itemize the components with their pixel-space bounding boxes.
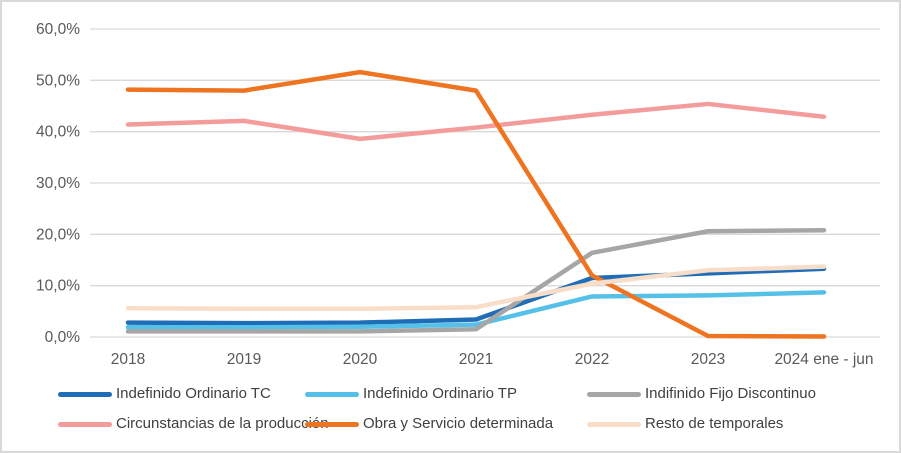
series-line-indifinido-fijo-discontinuo — [125, 227, 827, 334]
legend-item-resto-de-temporales: Resto de temporales — [587, 412, 783, 436]
legend-label: Resto de temporales — [645, 415, 784, 432]
series-line-resto-de-temporales — [125, 264, 827, 312]
x-axis-tick-label: 2021 — [459, 351, 493, 368]
x-axis-tick-label: 2024 ene - jun — [774, 351, 873, 368]
legend-row-2: Circunstancias de la producción Obra y S… — [2, 412, 899, 442]
series-line-obra-y-servicio-determinada — [125, 69, 827, 339]
legend-swatch-icon — [305, 421, 359, 427]
y-axis-tick-label: 60,0% — [36, 21, 80, 38]
legend-label: Indifinido Fijo Discontinuo — [645, 385, 816, 402]
legend-item-circunstancias-de-la-produccion: Circunstancias de la producción — [58, 412, 329, 436]
legend-item-indefinido-ordinario-tp: Indefinido Ordinario TP — [305, 382, 517, 406]
x-axis-tick-label: 2022 — [575, 351, 609, 368]
legend-item-indifinido-fijo-discontinuo: Indifinido Fijo Discontinuo — [587, 382, 816, 406]
legend-label: Circunstancias de la producción — [116, 415, 329, 432]
series-line-indefinido-ordinario-tc — [125, 266, 827, 326]
y-axis-tick-label: 20,0% — [36, 226, 80, 243]
y-axis-tick-label: 50,0% — [36, 72, 80, 89]
legend-swatch-icon — [58, 421, 112, 427]
legend-row-1: Indefinido Ordinario TC Indefinido Ordin… — [2, 382, 899, 412]
y-axis-tick-label: 40,0% — [36, 124, 80, 141]
legend-swatch-icon — [305, 391, 359, 397]
legend-swatch-icon — [587, 421, 641, 427]
y-axis-tick-label: 30,0% — [36, 175, 80, 192]
legend-swatch-icon — [587, 391, 641, 397]
x-axis-tick-label: 2023 — [691, 351, 725, 368]
x-axis-tick-label: 2019 — [227, 351, 261, 368]
x-axis-tick-label: 2020 — [343, 351, 378, 368]
legend-item-obra-y-servicio-determinada: Obra y Servicio determinada — [305, 412, 553, 436]
legend-label: Indefinido Ordinario TP — [363, 385, 517, 402]
legend-label: Obra y Servicio determinada — [363, 415, 554, 432]
legend-item-indefinido-ordinario-tc: Indefinido Ordinario TC — [58, 382, 271, 406]
series-line-circunstancias-de-la-producci-n — [125, 101, 827, 142]
legend-label: Indefinido Ordinario TC — [116, 385, 271, 402]
y-axis-tick-label: 10,0% — [36, 278, 80, 295]
legend-swatch-icon — [58, 391, 112, 397]
line-chart-plot-area: 0,0% 10,0% 20,0% 30,0% 40,0% 50,0% 60,0% 2018 20… — [36, 21, 880, 368]
x-axis-tick-label: 2018 — [111, 351, 145, 368]
legend: Indefinido Ordinario TC Indefinido Ordin… — [2, 378, 899, 448]
y-axis-tick-label: 0,0% — [45, 329, 81, 346]
series-line-indefinido-ordinario-tp — [125, 290, 827, 330]
